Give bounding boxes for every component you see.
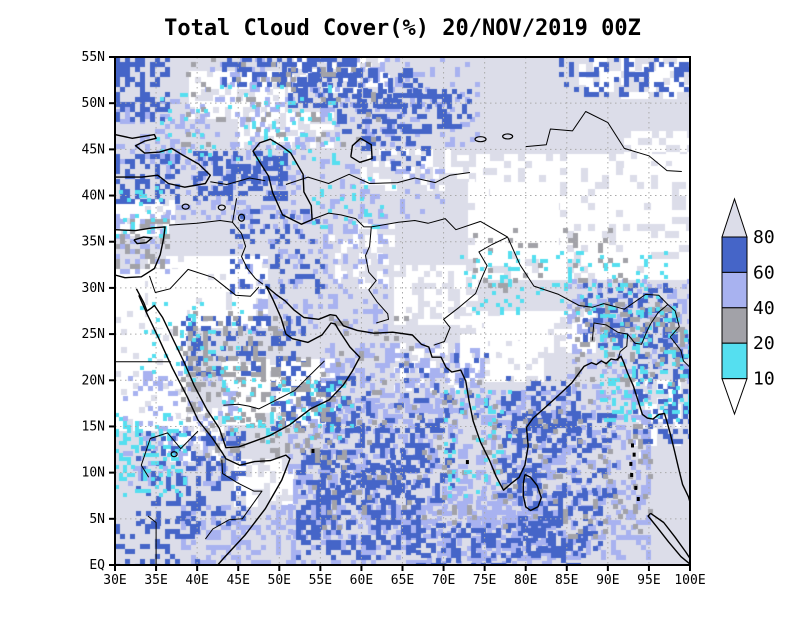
border-path [591,322,629,362]
colorbar-arrow-top [721,197,748,238]
y-tick-label: 10N [82,466,105,481]
border-path [149,268,260,297]
island-mark [636,496,640,501]
island-mark [634,485,638,490]
y-axis-labels: EQ 5N 10N 15N 20N 25N 30N 35N 40N 45N 50N 55N [82,50,106,573]
y-tick-label: 5N [89,512,105,527]
x-tick-label: 100E [674,573,705,588]
coastline-path [252,138,313,225]
border-path [210,177,266,185]
gridlines [115,57,690,565]
x-tick-label: 80E [514,573,537,588]
colorbar-label: 20 [753,333,775,354]
border-path [433,236,508,346]
country-borders [115,111,691,565]
lake-outline [181,203,190,210]
colorbar-label: 80 [753,227,775,248]
border-path [140,430,199,478]
x-tick-label: 50E [268,573,291,588]
y-tick-label: 55N [82,50,105,65]
border-path [147,515,157,565]
x-tick-label: 30E [103,573,126,588]
x-tick-label: 90E [596,573,619,588]
x-tick-label: 65E [391,573,414,588]
x-tick-label: 95E [637,573,660,588]
y-tick-label: EQ [89,558,105,573]
y-tick-label: 50N [82,96,105,111]
plot-frame [109,56,691,571]
colorbar-label: 40 [753,298,775,319]
x-tick-label: 40E [185,573,208,588]
coastline-path [350,137,373,163]
lake-outline [170,451,178,458]
y-tick-label: 30N [82,281,105,296]
y-tick-label: 15N [82,419,105,434]
island-mark [630,472,634,477]
border-path [232,221,264,285]
coastline-path [647,512,691,565]
lake-outline [237,213,246,222]
x-tick-label: 35E [144,573,167,588]
y-tick-label: 35N [82,235,105,250]
border-path [480,220,691,368]
border-path [169,198,238,226]
border-path [223,360,325,410]
y-tick-label: 25N [82,327,105,342]
colorbar-legend: 80 60 40 20 10 [721,197,775,416]
lake-outline [474,136,487,143]
x-tick-label: 70E [432,573,455,588]
border-path [311,212,389,324]
border-path [525,111,682,172]
lake-outline [502,133,514,140]
lake-outline [217,204,226,211]
small-islands [311,443,640,501]
y-tick-label: 45N [82,142,105,157]
x-tick-label: 75E [473,573,496,588]
coastline-path [265,285,691,503]
island-mark [632,452,636,457]
colorbar-box [721,307,748,344]
colorbar-box [721,271,748,309]
island-mark [629,461,633,466]
x-axis-labels: 30E 35E 40E 45E 50E 55E 60E 65E 70E 75E 80E 85E 90E 9… [103,573,705,588]
coastline-path [522,473,542,512]
coastline-path [135,285,361,449]
island-mark [465,460,469,465]
coastline-path [114,133,211,188]
y-tick-label: 40N [82,189,105,204]
x-tick-label: 55E [309,573,332,588]
colorbar-label: 60 [753,262,775,283]
border-path [204,459,263,540]
colorbar-arrow-bottom [721,378,748,416]
colorbar-box [721,236,748,273]
coastline-path [114,226,166,279]
island-mark [311,448,315,453]
lakes [170,133,514,458]
coastlines [114,133,691,566]
colorbar-box [721,342,748,380]
border-path [627,304,669,345]
border-path [371,218,481,231]
y-tick-label: 20N [82,373,105,388]
coastline-path [133,236,153,245]
coastline-path [138,295,291,566]
x-tick-label: 60E [350,573,373,588]
x-tick-label: 45E [226,573,249,588]
border-path [285,172,470,185]
colorbar-label: 10 [753,369,775,390]
x-tick-label: 85E [555,573,578,588]
island-mark [631,443,634,448]
